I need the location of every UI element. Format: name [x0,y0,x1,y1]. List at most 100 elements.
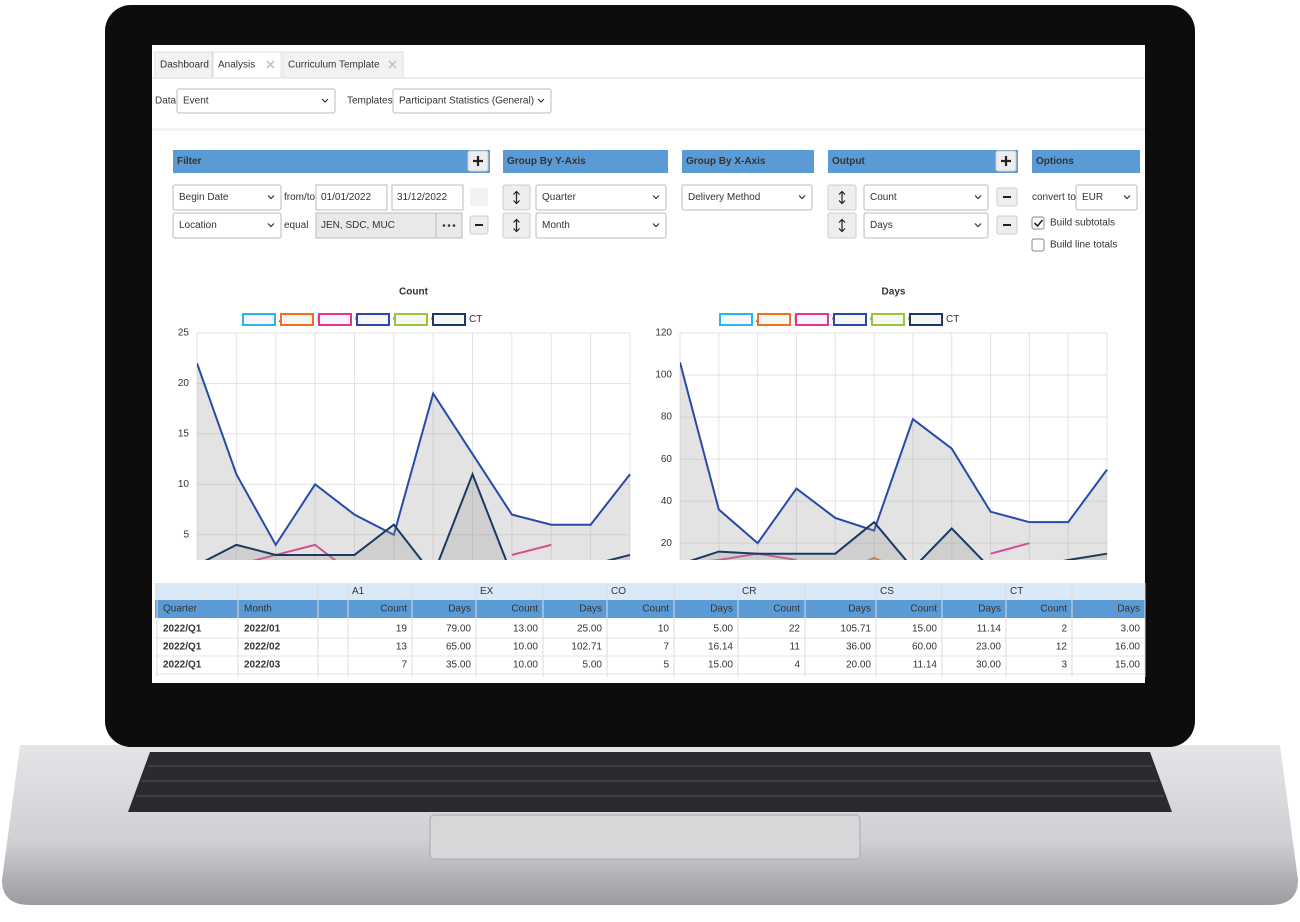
plot [680,362,1108,560]
legend-swatch [909,313,943,326]
date-input[interactable] [391,184,464,211]
select[interactable] [681,184,813,211]
label: JEN, SDC, MUC [321,220,395,231]
cell: 36.00 [846,642,871,653]
cell: 10.00 [513,642,538,653]
panel-header [503,150,668,173]
checkbox[interactable] [1031,216,1045,230]
legend-label: CT [469,314,482,325]
label: Build subtotals [1050,218,1115,229]
select-value: EUR [1082,192,1103,203]
panel-title: Group By Y-Axis [507,156,586,167]
line [197,362,631,547]
group-header: CO [611,586,626,597]
select[interactable] [535,212,667,239]
select[interactable] [176,88,336,114]
line [204,471,631,560]
line [511,543,552,556]
y-tick-label: 100 [655,370,672,381]
cell: 35.00 [446,660,471,671]
select[interactable] [172,184,282,211]
cell: 13 [396,642,408,653]
column-header: Quarter [163,604,198,615]
legend-swatch [356,313,390,326]
cell: 7 [401,660,407,671]
chart-title: Count [399,287,429,298]
cell: 22 [789,624,801,635]
chevron [267,195,275,200]
panel-header [1032,150,1140,173]
label: Build line totals [1050,240,1117,251]
cell: 2 [1061,624,1067,635]
legend-swatch [871,313,905,326]
select-value: Begin Date [179,192,229,203]
legend-swatch [318,313,352,326]
y-tick-label: 60 [661,454,673,465]
cell: 12 [1056,642,1068,653]
area [680,362,1107,560]
chevron [798,195,806,200]
y-tick-label: 25 [178,328,190,339]
y-tick-label: 40 [661,496,673,507]
sort-icon [513,190,520,205]
cell: 19 [396,624,408,635]
row-key: 2022/Q1 [163,624,202,635]
chevron [537,98,545,103]
select-value: Location [179,220,217,231]
label: convert to [1032,192,1076,203]
checkbox[interactable] [1031,238,1045,252]
select[interactable] [1075,184,1138,211]
tab-close [388,60,397,69]
panel-header [828,150,1018,173]
date-input[interactable] [315,184,388,211]
select-value: Quarter [542,192,577,203]
plus-icon [1001,156,1011,166]
select-value: Count [870,192,897,203]
select[interactable] [863,184,989,211]
legend-swatch [833,313,867,326]
placeholder-box [470,188,488,206]
y-tick-label: 20 [178,378,190,389]
line [680,362,1108,545]
cell: 3 [1061,660,1067,671]
select[interactable] [863,212,989,239]
column-header-row [155,600,1145,618]
label: from/to [284,192,316,203]
label: Templates [347,96,393,107]
chevron [1123,195,1131,200]
y-tick-label: 20 [661,538,673,549]
y-tick-label: 5 [183,529,189,540]
group-header-row [155,583,1145,600]
select[interactable] [392,88,552,114]
y-tick-label: 10 [178,479,190,490]
cell: 65.00 [446,642,471,653]
cell: 20.00 [846,660,871,671]
select-value: Month [542,220,570,231]
column-header: Days [978,604,1001,615]
trackpad [429,814,861,860]
cell: 60.00 [912,642,937,653]
cell: 15.00 [708,660,733,671]
select-value: Delivery Method [688,192,760,203]
panel-header [682,150,814,173]
chart-title: Days [882,287,906,298]
select-value: Days [870,220,893,231]
tab[interactable] [282,51,404,79]
chevron [652,195,660,200]
cell: 13.00 [513,624,538,635]
column-header: Count [1040,604,1067,615]
row-key: 2022/03 [244,660,281,671]
label: 01/01/2022 [321,192,371,203]
line [709,552,797,560]
panel-title: Options [1036,156,1074,167]
dot [442,224,446,227]
y-tick-label: 80 [661,412,673,423]
divider [152,128,1145,131]
sort-icon [838,218,846,233]
select[interactable] [172,212,282,239]
label: Data [155,96,177,107]
row-key: 2022/02 [244,642,281,653]
select[interactable] [535,184,667,211]
cell: 10 [658,624,670,635]
